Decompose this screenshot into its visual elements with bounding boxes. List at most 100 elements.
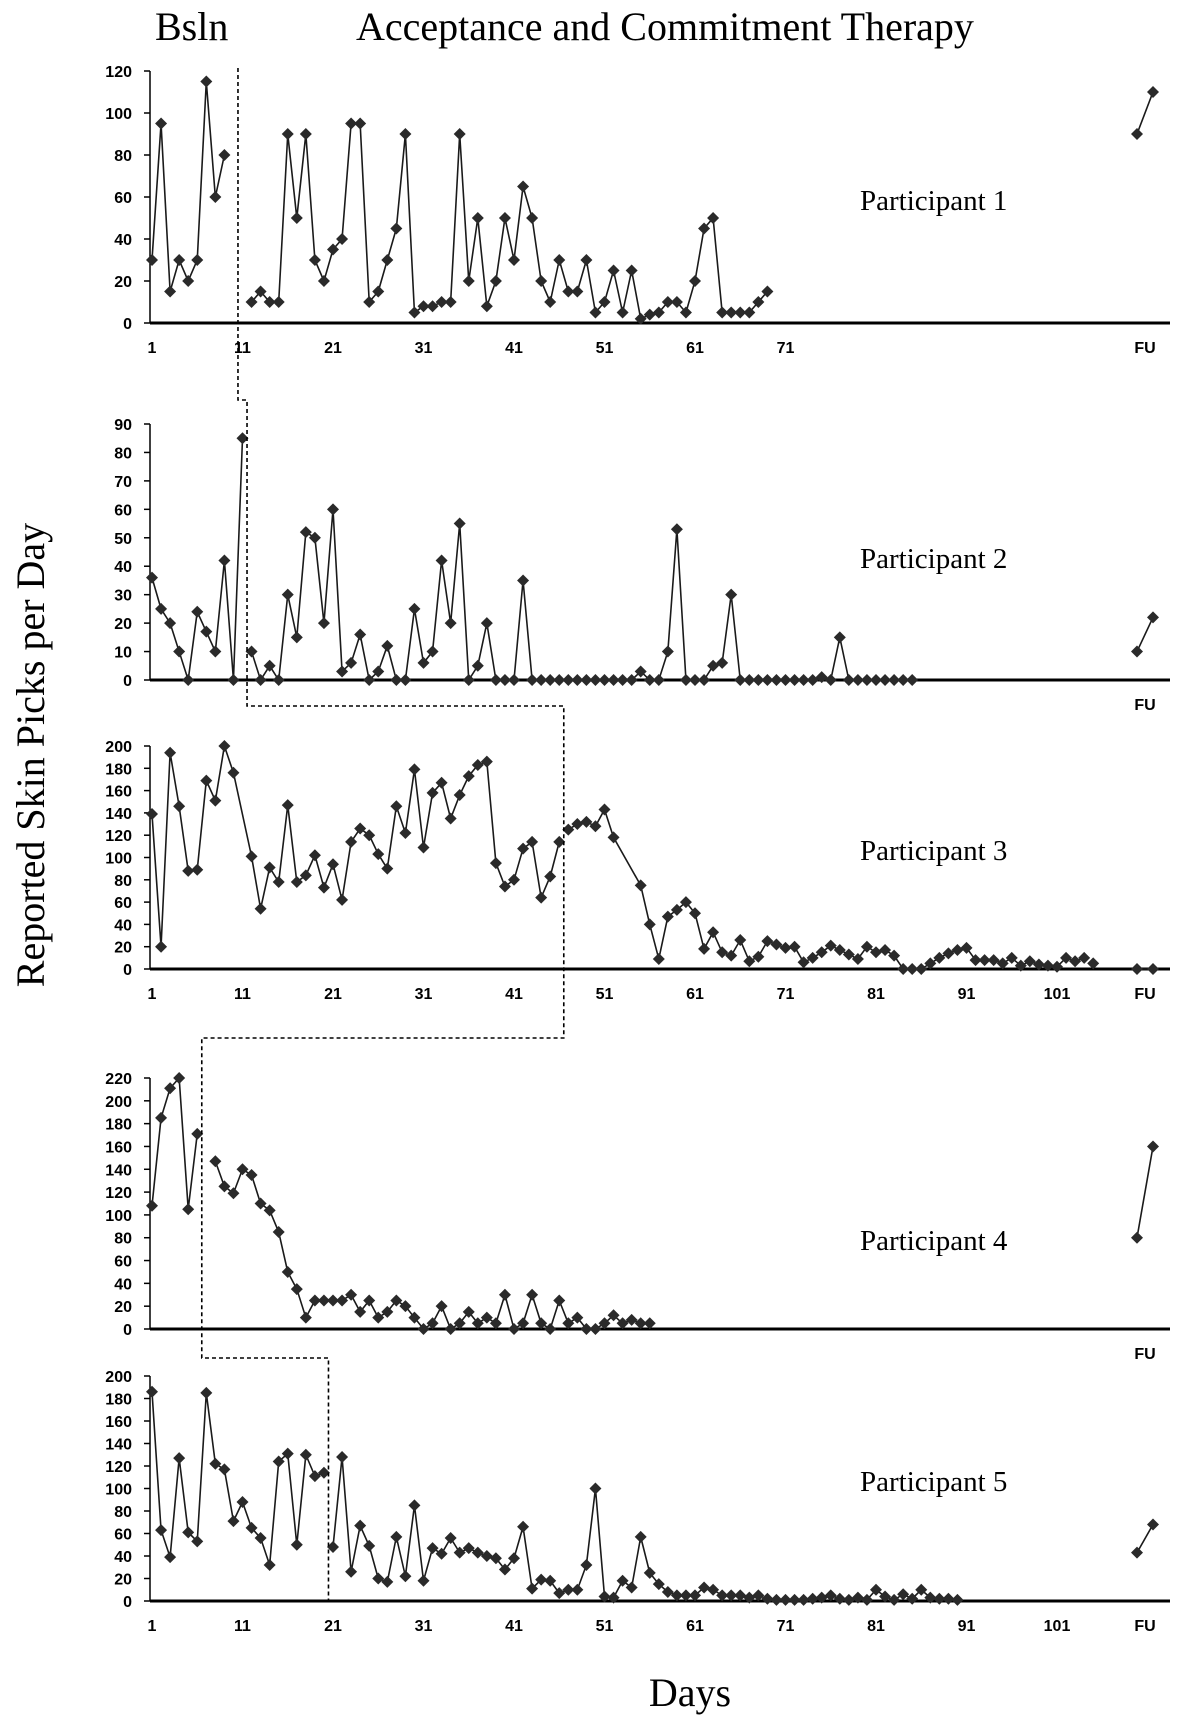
y-tick-label: 0 <box>123 673 132 690</box>
data-point <box>942 1592 955 1605</box>
data-point <box>589 306 602 319</box>
data-point <box>164 1082 177 1095</box>
data-point <box>707 659 720 672</box>
data-point <box>155 1111 168 1124</box>
data-point <box>1147 611 1159 624</box>
y-tick-label: 100 <box>105 1482 132 1499</box>
data-point <box>870 1583 882 1596</box>
data-point <box>888 949 901 962</box>
data-point <box>951 944 964 957</box>
data-point <box>299 128 312 140</box>
x-tick-label: FU <box>1134 697 1155 714</box>
data-point <box>770 1593 783 1606</box>
data-point <box>707 926 720 939</box>
follow-up-line <box>1136 1524 1154 1554</box>
data-line <box>151 1076 199 1210</box>
data-point <box>625 264 638 277</box>
y-tick-label: 80 <box>114 148 132 165</box>
data-point <box>860 674 873 686</box>
phase-change-dashed-line <box>200 68 565 1601</box>
data-point <box>598 674 611 686</box>
data-point <box>833 944 846 957</box>
data-point <box>245 1521 258 1534</box>
y-tick-label: 60 <box>114 502 132 519</box>
data-point <box>173 800 186 813</box>
panel-participant-2: 0 10 20 30 40 50 60 70 80 90 FU Participant 2 <box>114 417 1170 714</box>
participant-label: Participant 3 <box>860 835 1007 867</box>
y-tick-label: 60 <box>114 895 132 912</box>
data-point <box>1147 86 1159 98</box>
data-point <box>643 1566 656 1579</box>
data-point <box>399 826 412 839</box>
x-tick-label: 101 <box>1044 1618 1071 1635</box>
data-point <box>218 1463 231 1476</box>
data-point <box>182 864 195 877</box>
data-point <box>797 1593 810 1606</box>
data-point <box>860 1593 873 1606</box>
data-point <box>643 308 656 321</box>
data-point <box>824 939 837 952</box>
data-point <box>526 212 539 224</box>
y-tick-label: 140 <box>105 1437 132 1454</box>
data-point <box>462 770 475 783</box>
data-point <box>915 963 928 975</box>
y-tick-label: 140 <box>105 806 132 823</box>
data-point <box>634 1530 647 1543</box>
data-point <box>562 285 575 298</box>
data-point <box>453 789 466 802</box>
y-tick-label: 30 <box>114 588 132 605</box>
data-point <box>842 1593 855 1606</box>
y-tick-label: 20 <box>114 1572 132 1589</box>
data-point <box>562 674 575 686</box>
data-point <box>824 1589 837 1602</box>
data-point <box>317 617 330 630</box>
x-tick-label: 1 <box>148 1618 157 1635</box>
baseline-phase-label: Bsln <box>155 4 228 49</box>
data-point <box>1069 955 1082 968</box>
data-point <box>544 674 557 686</box>
y-tick-label: 0 <box>123 316 132 333</box>
x-tick-label: 11 <box>234 1618 251 1635</box>
data-point <box>851 674 864 686</box>
data-point <box>245 850 258 863</box>
data-point <box>489 857 502 870</box>
x-tick-label: 1 <box>148 340 157 357</box>
data-point <box>888 674 901 686</box>
data-point <box>426 1542 439 1555</box>
data-point <box>444 1323 457 1335</box>
data-point <box>670 903 683 916</box>
y-tick-label: 100 <box>105 106 132 123</box>
data-point <box>336 665 349 678</box>
data-point <box>598 296 611 308</box>
data-point <box>164 1551 177 1564</box>
x-tick-label: 101 <box>1044 986 1071 1003</box>
data-point <box>408 1499 421 1512</box>
data-point <box>281 1447 294 1460</box>
data-point <box>426 300 439 313</box>
data-point <box>1131 645 1143 658</box>
data-point <box>417 1323 430 1335</box>
data-point <box>200 774 213 787</box>
y-tick-label: 90 <box>114 417 132 434</box>
x-tick-label: 91 <box>958 1618 976 1635</box>
data-point <box>182 275 195 287</box>
data-point <box>227 1515 240 1528</box>
data-point <box>381 1305 394 1318</box>
data-point <box>471 758 484 771</box>
data-point <box>1041 959 1054 972</box>
data-point <box>453 1546 466 1559</box>
data-point <box>969 954 982 967</box>
data-point <box>471 659 484 672</box>
data-point <box>399 1570 412 1583</box>
data-point <box>851 952 864 965</box>
data-point <box>698 674 711 686</box>
data-point <box>336 1294 349 1307</box>
data-point <box>245 645 258 658</box>
data-point <box>526 835 539 848</box>
data-point <box>327 858 339 871</box>
data-point <box>942 947 955 960</box>
data-point <box>734 674 747 686</box>
data-point <box>933 1592 946 1605</box>
data-point <box>598 1317 611 1330</box>
